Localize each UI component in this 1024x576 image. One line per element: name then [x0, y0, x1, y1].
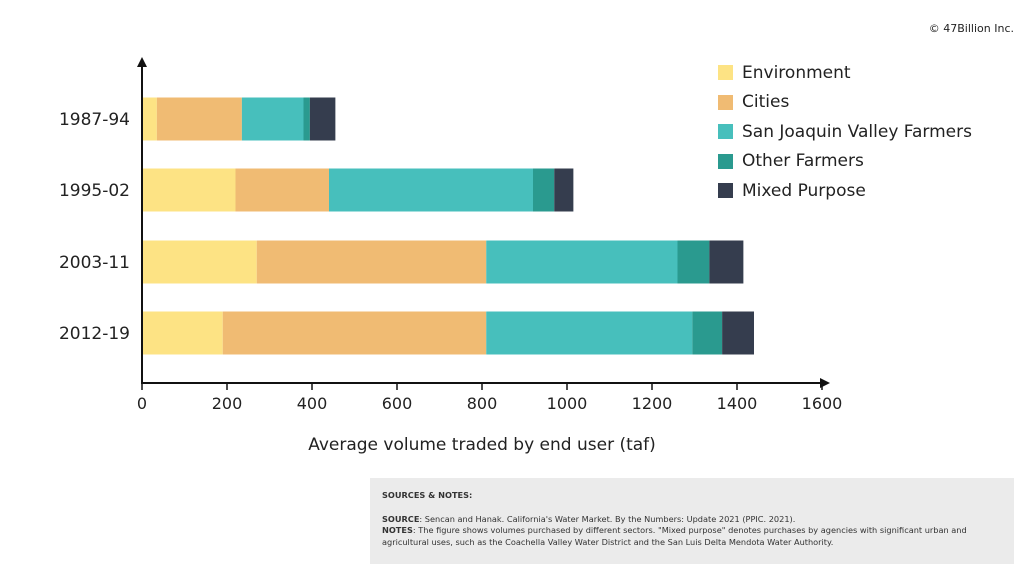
legend-label: Cities	[742, 92, 790, 113]
sources-notes-box: SOURCES & NOTES: SOURCE: Sencan and Hana…	[370, 478, 1014, 564]
x-axis-ticks: 0 200 400 600 800 1000 1200 1400 1600	[137, 383, 842, 413]
legend-swatch	[718, 65, 733, 81]
legend-item-cities: Cities	[718, 88, 972, 118]
legend-item-environment: Environment	[718, 58, 972, 88]
source-line: SOURCE: Sencan and Hanak. California's W…	[382, 514, 1002, 526]
notes-text: : The figure shows volumes purchased by …	[382, 525, 967, 547]
category-label-2012-19: 2012-19	[59, 324, 130, 344]
legend: Environment Cities San Joaquin Valley Farm…	[718, 58, 972, 206]
bar-segment-2003-11-cities	[256, 240, 487, 284]
x-tick-label-400: 400	[297, 394, 328, 413]
bar-segment-1995-02-environment	[142, 168, 236, 212]
bar-segment-1995-02-san-joaquin-valley-farmers	[329, 168, 533, 212]
notes-title: SOURCES & NOTES:	[382, 490, 473, 500]
bar-segment-1987-94-san-joaquin-valley-farmers	[241, 97, 304, 141]
bar-segment-1987-94-mixed-purpose	[309, 97, 336, 141]
x-tick-label-1600: 1600	[802, 394, 843, 413]
bar-segment-2012-19-other-farmers	[692, 311, 723, 355]
source-text: : Sencan and Hanak. California's Water M…	[419, 513, 796, 524]
legend-swatch	[718, 94, 733, 110]
copyright-text: © 47Billion Inc.	[928, 22, 1014, 35]
bar-segment-1987-94-cities	[156, 97, 242, 141]
bar-segment-2012-19-san-joaquin-valley-farmers	[486, 311, 693, 355]
bar-segment-1987-94-other-farmers	[303, 97, 310, 141]
legend-swatch	[718, 153, 733, 169]
bar-segment-2003-11-san-joaquin-valley-farmers	[486, 240, 678, 284]
x-tick-label-800: 800	[467, 394, 498, 413]
bar-segment-2012-19-mixed-purpose	[722, 311, 754, 355]
legend-swatch	[718, 124, 733, 140]
notes-line: NOTES: The figure shows volumes purchase…	[382, 525, 1002, 548]
source-label: SOURCE	[382, 513, 420, 524]
notes-label: NOTES	[382, 525, 413, 535]
bar-segment-1987-94-environment	[142, 97, 157, 141]
legend-label: Other Farmers	[742, 151, 864, 172]
legend-item-other-farmers: Other Farmers	[718, 147, 972, 177]
x-axis-title: Average volume traded by end user (taf)	[308, 435, 656, 455]
x-tick-label-1200: 1200	[632, 394, 673, 413]
bar-segment-2012-19-cities	[222, 311, 487, 355]
bar-segment-1995-02-mixed-purpose	[554, 168, 574, 212]
legend-label: Environment	[742, 62, 851, 83]
category-label-2003-11: 2003-11	[59, 253, 130, 273]
legend-label: Mixed Purpose	[742, 180, 866, 201]
bars-group	[142, 97, 754, 355]
x-tick-label-0: 0	[137, 394, 147, 413]
category-label-1987-94: 1987-94	[59, 110, 130, 130]
legend-swatch	[718, 183, 733, 199]
legend-item-mixed-purpose: Mixed Purpose	[718, 176, 972, 206]
bar-segment-1995-02-other-farmers	[533, 168, 555, 212]
category-label-1995-02: 1995-02	[59, 181, 130, 201]
bar-segment-2003-11-mixed-purpose	[709, 240, 744, 284]
bar-segment-2003-11-other-farmers	[677, 240, 710, 284]
x-tick-label-600: 600	[382, 394, 413, 413]
legend-item-san-joaquin-valley-farmers: San Joaquin Valley Farmers	[718, 117, 972, 147]
x-tick-label-200: 200	[212, 394, 243, 413]
legend-label: San Joaquin Valley Farmers	[742, 121, 972, 142]
x-tick-label-1400: 1400	[717, 394, 758, 413]
x-tick-label-1000: 1000	[547, 394, 588, 413]
bar-segment-2012-19-environment	[142, 311, 223, 355]
category-labels: 1987-94 1995-02 2003-11 2012-19	[59, 110, 130, 344]
bar-segment-2003-11-environment	[142, 240, 257, 284]
bar-segment-1995-02-cities	[235, 168, 329, 212]
